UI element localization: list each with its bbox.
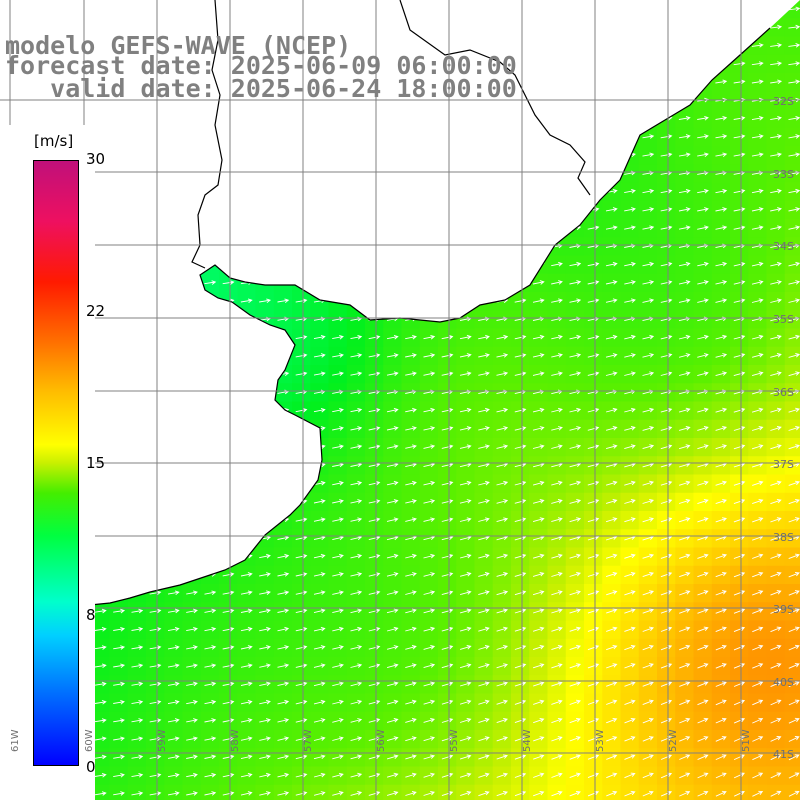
lat-label-32s: 32S [773,95,794,108]
lon-label-56w: 56W [376,729,387,752]
wind-speed-cell [255,784,275,800]
wind-speed-cell [565,784,585,800]
colorbar [33,160,79,766]
wind-speed-cell [638,784,658,800]
wind-speed-cell [328,784,348,800]
colorbar-tick-15: 15 [86,454,106,472]
colorbar-tick-22: 22 [86,302,106,320]
wind-speed-cell [748,784,768,800]
wind-speed-cell [456,784,476,800]
lon-label-53w: 53W [595,729,606,752]
wind-speed-cell [383,784,403,800]
wind-speed-cell [711,784,731,800]
colorbar-tick-0: 0 [86,758,96,776]
wind-speed-cell [237,784,257,800]
wind-speed-cell [164,784,184,800]
wind-speed-cell [292,784,311,800]
wind-speed-cell [529,784,549,800]
wind-speed-cell [127,784,147,800]
lon-label-61w: 61W [10,729,21,752]
wind-speed-cell [693,784,713,800]
lat-label-36s: 36S [773,386,794,399]
wind-speed-cell [200,784,220,800]
wind-speed-cell [419,784,439,800]
wind-speed-cell [730,784,749,800]
lat-label-41s: 41S [773,748,794,761]
colorbar-unit: [m/s] [34,132,74,150]
wind-speed-cell [675,784,695,800]
lon-label-60w: 60W [84,729,95,752]
lon-label-55w: 55W [449,729,460,752]
lat-label-39s: 39S [773,603,794,616]
wind-speed-cell [474,784,494,800]
wind-speed-cell [146,784,165,800]
lat-label-35s: 35S [773,313,794,326]
wind-speed-cell [182,784,202,800]
wind-speed-cell [602,784,622,800]
lat-label-40s: 40S [773,676,794,689]
lon-label-57w: 57W [303,729,314,752]
title-valid-date: valid date: 2025-06-24 18:00:00 [5,74,517,103]
lon-label-52w: 52W [668,729,679,752]
wind-speed-cell [346,784,366,800]
wind-speed-cell [310,784,330,800]
colorbar-tick-30: 30 [86,150,106,168]
wind-speed-cell [365,784,384,800]
wind-speed-cell [547,784,567,800]
colorbar-tick-8: 8 [86,606,96,624]
wind-speed-cell [109,784,129,800]
wind-speed-cell [401,784,421,800]
wind-speed-cell [584,784,603,800]
lon-label-59w: 59W [157,729,168,752]
wind-speed-cell [766,784,786,800]
lon-label-58w: 58W [230,729,241,752]
lon-label-54w: 54W [522,729,533,752]
wind-speed-cell [438,784,457,800]
wind-speed-cell [273,784,293,800]
lat-label-37s: 37S [773,458,794,471]
lat-label-33s: 33S [773,168,794,181]
wind-speed-cell [511,784,530,800]
wind-speed-cell [657,784,676,800]
lon-label-51w: 51W [741,729,752,752]
wind-speed-cell [620,784,640,800]
lat-label-38s: 38S [773,531,794,544]
lat-label-34s: 34S [773,240,794,253]
wind-speed-cell [492,784,512,800]
wind-speed-cell [219,784,238,800]
